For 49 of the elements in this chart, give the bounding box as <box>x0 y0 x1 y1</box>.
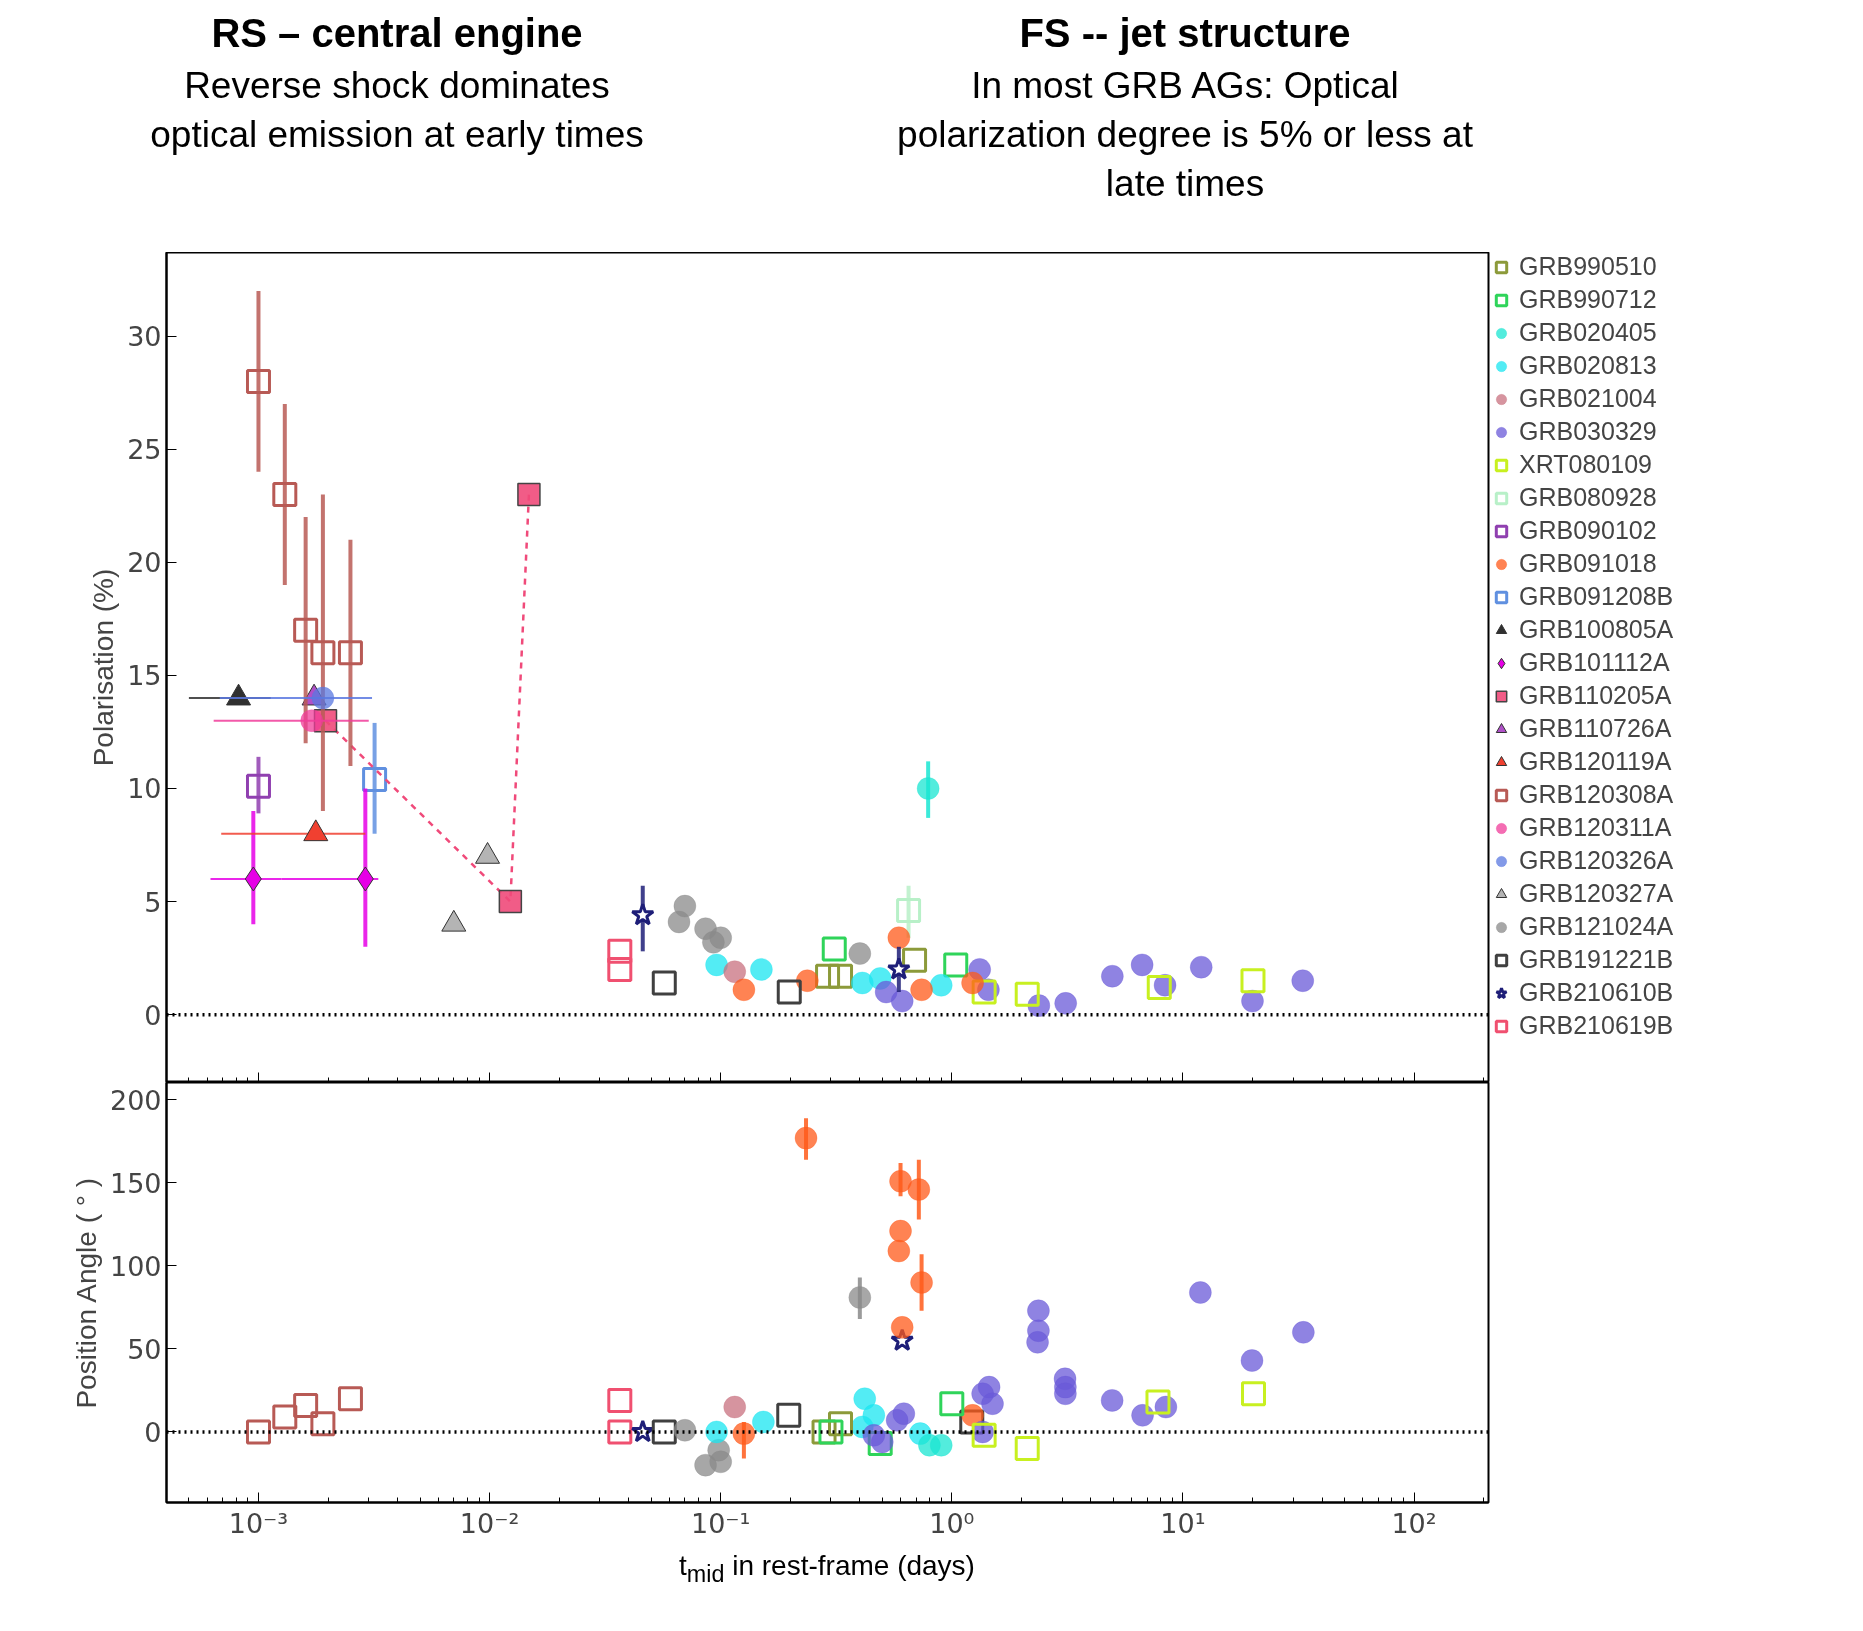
legend-label: GRB120119A <box>1519 747 1672 776</box>
text: Reverse shock dominates optical emission at early times <box>149 64 645 157</box>
x-tick-label: 10¹ <box>1160 1507 1206 1539</box>
text: FS -- jet structure <box>1018 10 1352 57</box>
legend-label: GRB110726A <box>1519 714 1672 743</box>
x-tick-label: 10⁰ <box>929 1507 975 1539</box>
y-tick-label: 200 <box>109 1084 162 1116</box>
legend-label: GRB210610B <box>1519 978 1674 1007</box>
legend-label: GRB120311A <box>1519 813 1672 842</box>
y-tick-label: 100 <box>109 1250 162 1282</box>
legend-label: GRB210619B <box>1519 1011 1674 1040</box>
legend-label: GRB091208B <box>1519 582 1674 611</box>
legend-label: GRB990510 <box>1519 252 1657 281</box>
legend-label: GRB120326A <box>1519 846 1674 875</box>
legend-label: GRB020813 <box>1519 351 1657 380</box>
y-tick-label: 150 <box>109 1167 162 1199</box>
legend-label: GRB121024A <box>1519 912 1674 941</box>
legend-label: GRB101112A <box>1519 648 1670 677</box>
x-tick-label: 10⁻³ <box>228 1507 289 1539</box>
legend-label: XRT080109 <box>1519 450 1652 479</box>
legend-label: GRB090102 <box>1519 516 1657 545</box>
legend-label: GRB120308A <box>1519 780 1674 809</box>
text: RS – central engine <box>210 10 584 57</box>
y-tick-label: 30 <box>127 321 162 353</box>
legend-label: GRB191221B <box>1519 945 1674 974</box>
x-tick-label: 10⁻² <box>459 1507 520 1539</box>
legend-label: GRB030329 <box>1519 417 1657 446</box>
legend-label: GRB120327A <box>1519 879 1674 908</box>
y-tick-label: 0 <box>144 999 162 1031</box>
y-tick-label: 5 <box>144 886 162 918</box>
y-tick-label: 0 <box>144 1416 162 1448</box>
y-tick-label: 20 <box>127 547 162 579</box>
legend-label: GRB990712 <box>1519 285 1657 314</box>
y-tick-label: 15 <box>127 660 162 692</box>
y-axis-title: Polarisation (%) <box>88 568 120 767</box>
legend-label: GRB021004 <box>1519 384 1657 413</box>
y-tick-label: 10 <box>127 773 162 805</box>
legend-label: GRB080928 <box>1519 483 1657 512</box>
legend-label: GRB100805A <box>1519 615 1674 644</box>
legend-label: GRB110205A <box>1519 681 1672 710</box>
y-tick-label: 25 <box>127 434 162 466</box>
x-axis-title: t$_{mid}$ in rest-frame (days) <box>678 1549 976 1589</box>
legend-label: GRB020405 <box>1519 318 1657 347</box>
x-tick-label: 10² <box>1391 1507 1437 1539</box>
legend-label: GRB091018 <box>1519 549 1657 578</box>
y-axis-title: Position Angle ( ° ) <box>70 1177 102 1409</box>
y-tick-label: 50 <box>127 1333 162 1365</box>
x-tick-label: 10⁻¹ <box>690 1507 751 1539</box>
text: In most GRB AGs: Optical polarization degree is 5% or less at late times <box>896 64 1474 206</box>
